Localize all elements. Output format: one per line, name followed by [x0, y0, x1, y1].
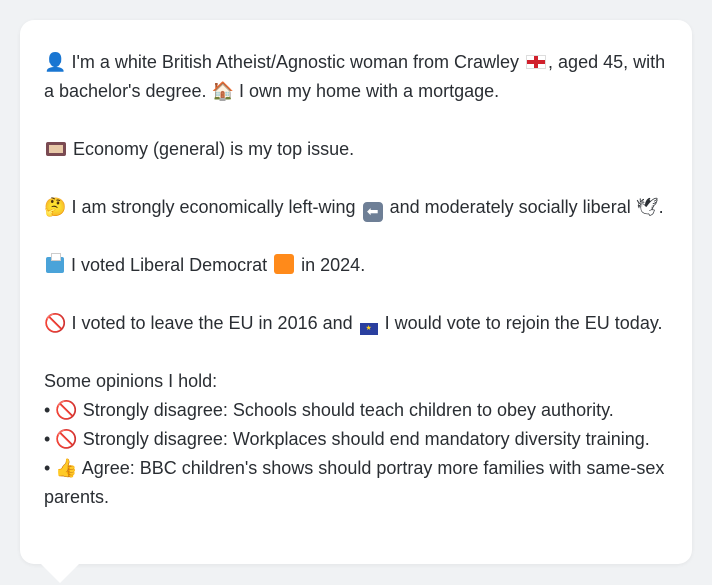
- opinions-header: Some opinions I hold:: [44, 371, 218, 391]
- thumbs-up-icon: 👍: [55, 458, 78, 479]
- opinion-text: Strongly disagree: Schools should teach …: [82, 400, 614, 420]
- vote-text: I voted Liberal Democrat: [71, 255, 268, 275]
- person-icon: 👤: [44, 52, 67, 73]
- opinion-text: Strongly disagree: Workplaces should end…: [82, 429, 650, 449]
- brexit-paragraph: 🚫 I voted to leave the EU in 2016 and ★ …: [44, 309, 668, 338]
- flag-england-icon: [526, 55, 547, 69]
- opinion-item: • 🚫 Strongly disagree: Workplaces should…: [44, 425, 668, 454]
- intro-paragraph: 👤 I'm a white British Atheist/Agnostic w…: [44, 48, 668, 106]
- home-text: I own my home with a mortgage.: [239, 81, 500, 101]
- money-icon: [46, 142, 66, 156]
- flag-eu-icon: ★: [359, 323, 378, 335]
- intro-text-2: , aged 45, with a bachelor's degree.: [44, 52, 666, 101]
- vote-text-2: in 2024.: [301, 255, 366, 275]
- opinion-item: • 👍 Agree: BBC children's shows should p…: [44, 454, 668, 512]
- intro-text: I'm a white British Atheist/Agnostic wom…: [71, 52, 520, 72]
- no-entry-icon: 🚫: [44, 313, 67, 334]
- opinion-item: • 🚫 Strongly disagree: Schools should te…: [44, 396, 668, 425]
- top-issue-paragraph: Economy (general) is my top issue.: [44, 135, 668, 164]
- ideology-end: .: [658, 197, 664, 217]
- bullet: •: [44, 429, 51, 449]
- ideology-text: I am strongly economically left-wing: [71, 197, 356, 217]
- house-icon: 🏠: [211, 81, 234, 102]
- dove-icon: 🕊: [635, 197, 659, 218]
- ideology-text-2: and moderately socially liberal: [389, 197, 631, 217]
- speech-bubble-tail: [40, 563, 80, 583]
- no-entry-icon: 🚫: [55, 400, 78, 421]
- orange-square-icon: [274, 254, 295, 274]
- ballot-box-icon: [46, 253, 64, 273]
- left-arrow-icon: ⬅: [362, 202, 383, 222]
- brexit-text: I voted to leave the EU in 2016 and: [71, 313, 353, 333]
- ideology-paragraph: 🤔 I am strongly economically left-wing ⬅…: [44, 193, 668, 222]
- thinking-face-icon: 🤔: [44, 197, 67, 218]
- bullet: •: [44, 458, 51, 478]
- bullet: •: [44, 400, 51, 420]
- top-issue-text: Economy (general) is my top issue.: [73, 139, 355, 159]
- brexit-text-2: I would vote to rejoin the EU today.: [384, 313, 663, 333]
- profile-card: 👤 I'm a white British Atheist/Agnostic w…: [20, 20, 692, 564]
- opinion-text: Agree: BBC children's shows should portr…: [44, 458, 665, 507]
- no-entry-icon: 🚫: [55, 429, 78, 450]
- vote-paragraph: I voted Liberal Democrat in 2024.: [44, 251, 668, 280]
